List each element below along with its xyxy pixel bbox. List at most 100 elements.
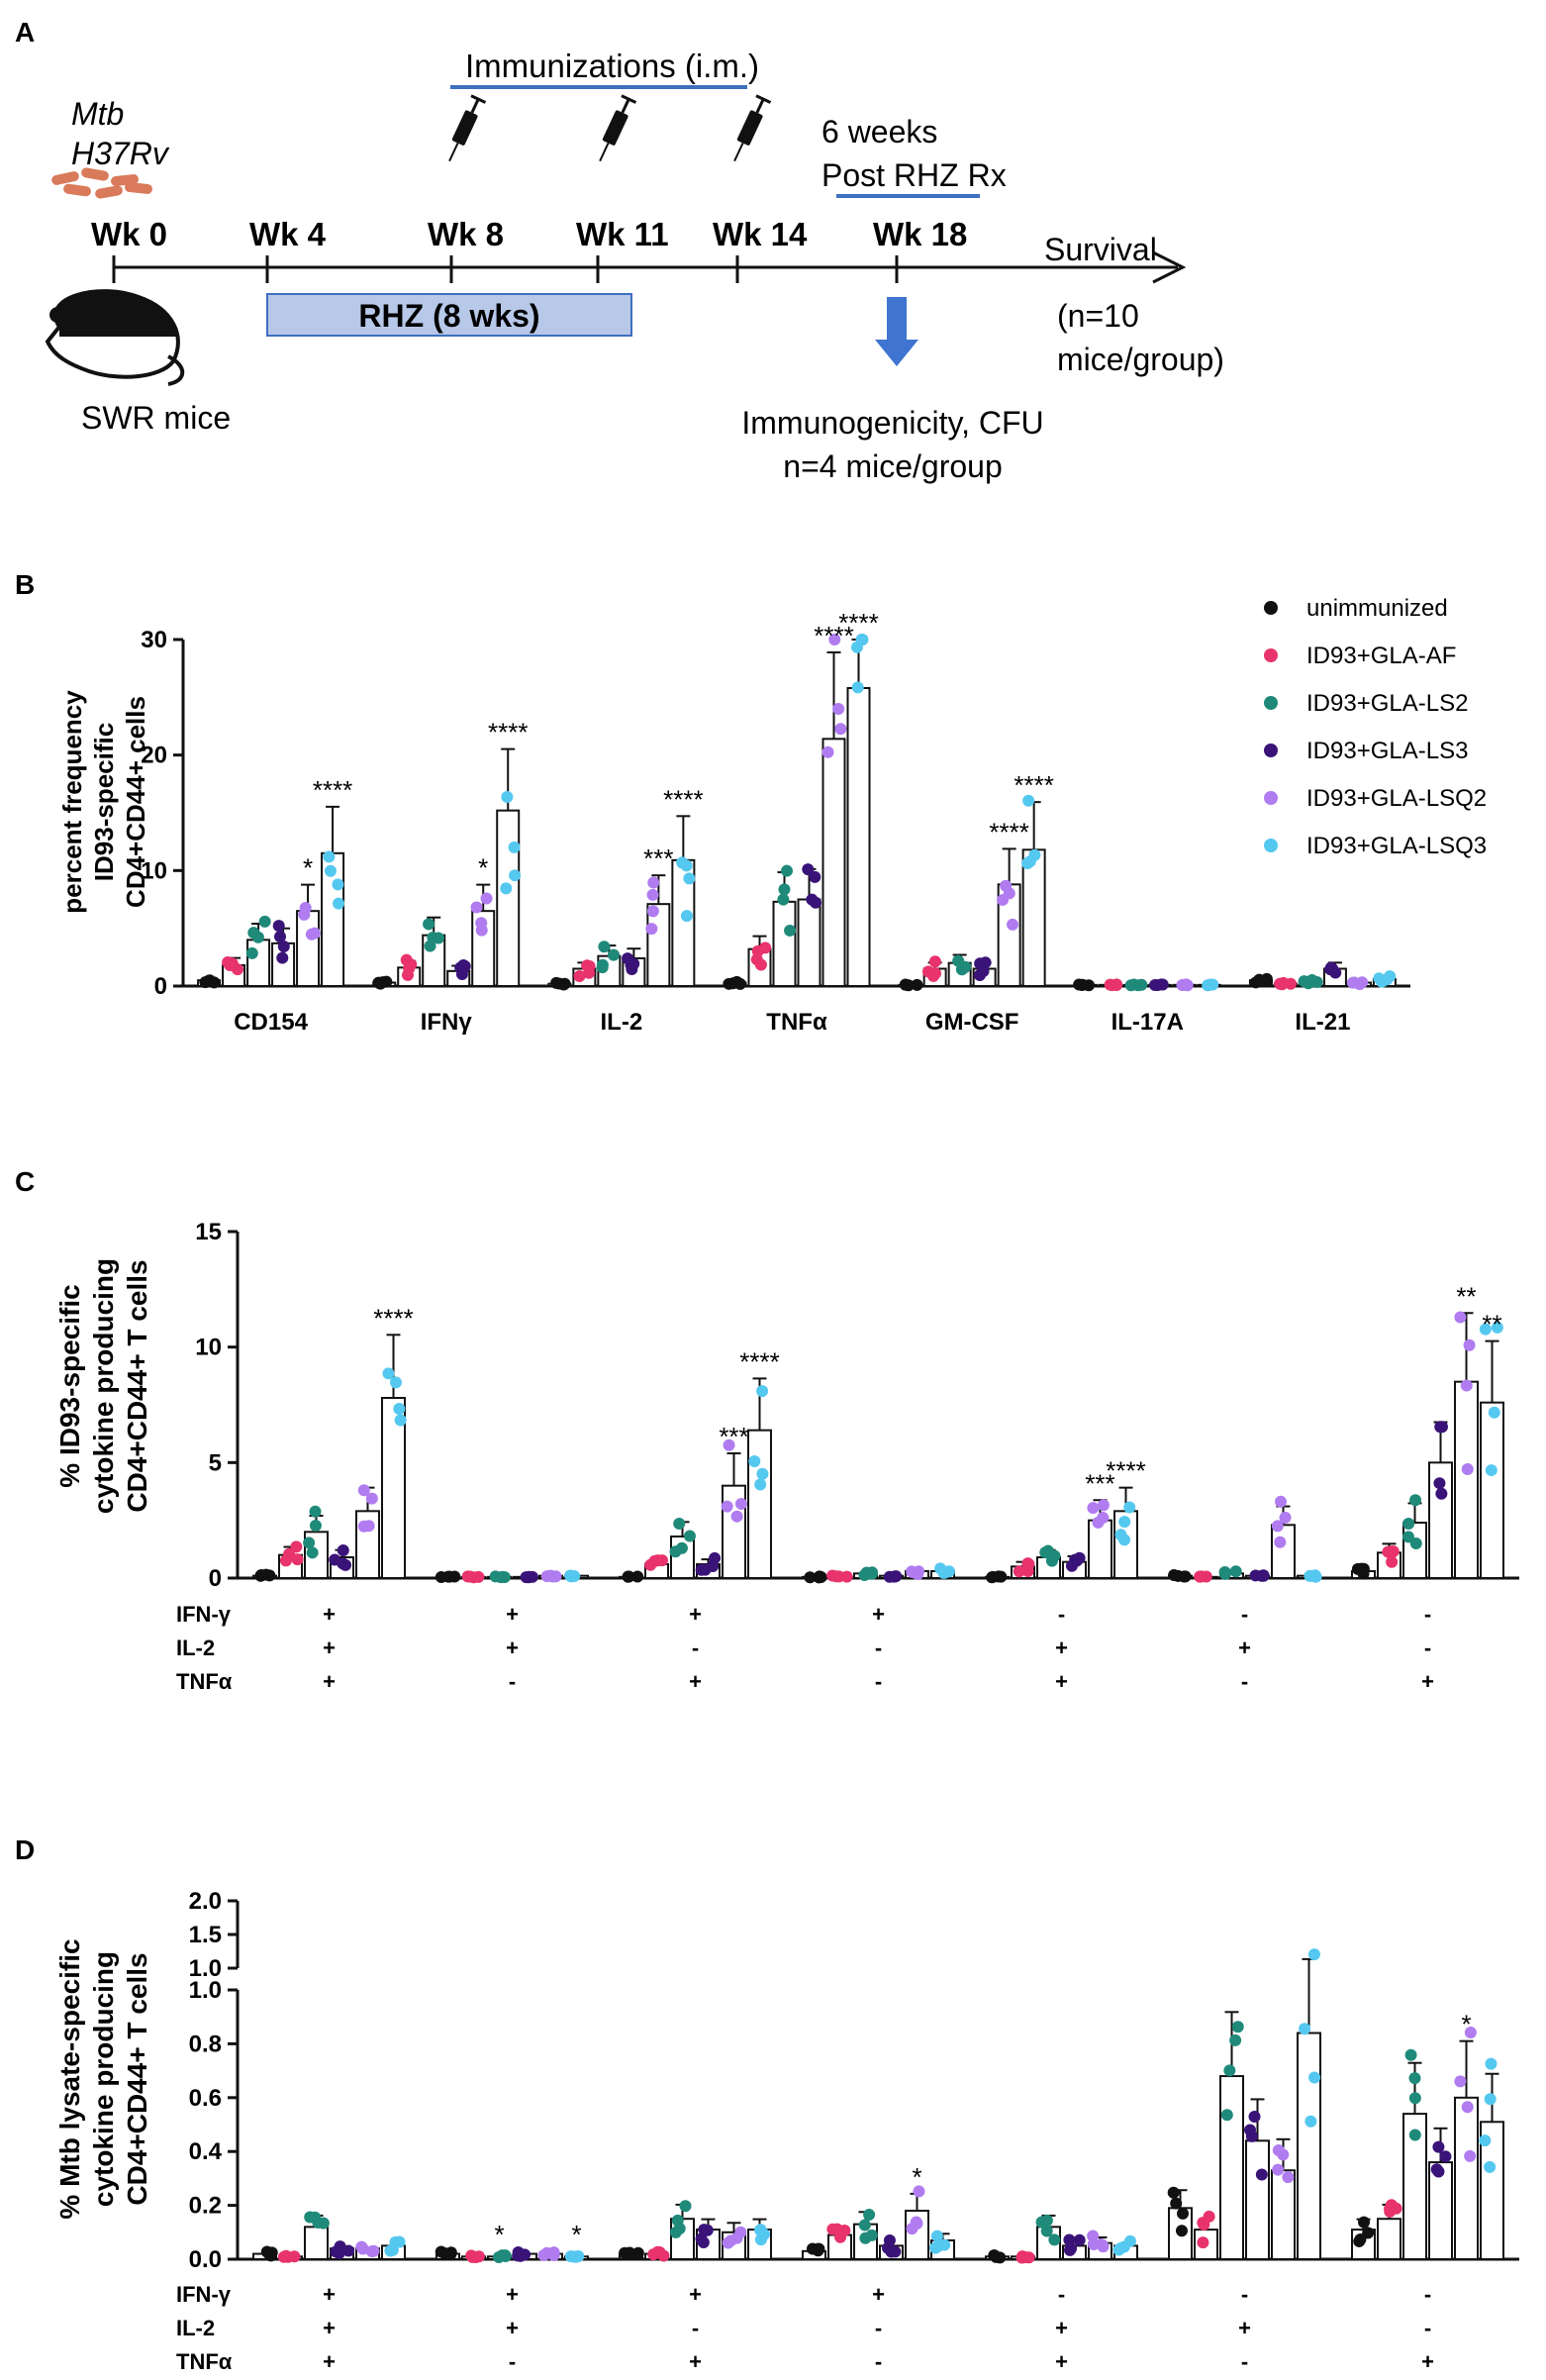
data-point [1179,1570,1192,1583]
mouse-ear [49,307,65,323]
bar-id93-gla-lsq3 [1297,2032,1321,2261]
legend-marker [1264,648,1278,662]
data-point [475,924,488,937]
data-point [723,1438,735,1451]
down-arrow-icon [875,297,918,366]
data-point [367,2244,380,2257]
data-point [1170,2197,1183,2210]
bar-id93-gla-lsq3 [846,687,871,987]
sign-label: - [1241,2282,1248,2307]
arrow-shape [875,297,918,366]
data-point [1355,1562,1368,1575]
data-point [1479,1323,1492,1336]
significance-marker: * [571,2220,581,2249]
data-point [858,2219,871,2231]
data-point [435,1570,447,1583]
data-point [759,942,772,954]
sign-label: + [323,2349,336,2374]
bar-id93-gla-lsq2 [1271,2169,1296,2260]
bar-id93-gla-lsq3 [1480,2121,1504,2261]
data-point [1354,2232,1367,2245]
data-point [900,978,913,991]
data-point [1123,2234,1136,2247]
data-point [1454,2075,1467,2088]
data-point [272,920,285,933]
mouse-label: SWR mice [81,400,231,436]
sign-label: - [1241,1669,1248,1694]
data-point [777,893,790,906]
category-label: GM-CSF [925,1009,1019,1036]
data-point [290,1540,303,1553]
significance-marker: **** [739,1346,779,1376]
data-point [828,634,841,645]
bar-id93-gla-ls2 [1402,1522,1427,1579]
data-point [403,962,416,975]
syringe-handle [755,94,772,104]
chartD-ytick-label: 0.6 [189,2085,222,2112]
data-point [1076,978,1089,991]
data-point [671,2214,684,2227]
data-point [1022,1557,1035,1570]
bar-id93-gla-ls2 [304,2226,329,2261]
data-point [337,1543,349,1556]
timepoint-wk0: Wk 0 [91,216,167,252]
data-point [1460,1379,1473,1392]
bacterium-1 [81,167,109,181]
data-point [1198,2219,1210,2231]
data-point [342,2244,355,2257]
data-point [1435,1421,1448,1434]
significance-marker: **** [989,817,1028,846]
data-point [372,976,385,989]
data-point [622,1570,634,1583]
bar-id93-gla-ls2 [1219,2075,1244,2261]
data-point [1409,1494,1422,1507]
significance-marker: ** [1456,1281,1476,1311]
data-point [423,918,435,931]
data-point [1408,2129,1421,2141]
data-point [509,869,522,882]
data-point [251,931,264,943]
data-point [1274,1536,1287,1548]
category-label: IL-2 [601,1009,643,1036]
panel-c: C % ID93-specific cytokine producing CD4… [15,1166,1519,1694]
data-point [754,2224,767,2236]
data-point [1491,1321,1503,1334]
data-point [939,1566,952,1579]
legend-marker [1264,839,1278,852]
data-point [809,870,821,883]
data-point [1022,794,1035,807]
row-label: IL-2 [176,1636,215,1660]
bar-id93-gla-lsq3 [747,1429,772,1579]
sign-label: + [506,1602,519,1627]
data-point [1479,2134,1492,2147]
data-point [938,2238,951,2251]
syringe-icon-group [448,94,772,162]
strain-label: H37Rv [71,136,170,171]
chartD-ytick-label: 2.0 [189,1888,222,1915]
panel-c-letter: C [15,1166,35,1197]
sign-label: + [323,2316,336,2340]
sign-label: + [872,2282,885,2307]
bacterium-5 [125,182,152,194]
bacterium-4 [95,185,123,199]
syringe-icon [733,94,772,162]
data-point [1464,2149,1477,2162]
bar-id93-gla-lsq3 [496,809,521,988]
data-point [547,2248,560,2261]
data-point [332,878,344,891]
bar-id93-gla-lsq2 [1271,1524,1296,1580]
survival-label: Survival [1044,232,1157,267]
panel-c-ylabel: % ID93-specific cytokine producing CD4+C… [54,1258,152,1514]
bar-id93-gla-lsq2 [296,910,321,988]
data-point [1248,2111,1261,2124]
data-point [1308,2071,1321,2084]
data-point [245,946,258,959]
data-point [550,976,563,989]
data-point [1484,2160,1497,2173]
syringe-handle [470,94,487,104]
data-point [907,1566,919,1579]
data-point [646,905,659,918]
panel-d-ylabel-line-1: % Mtb lysate-specific [54,1938,85,2219]
data-point [501,790,514,803]
